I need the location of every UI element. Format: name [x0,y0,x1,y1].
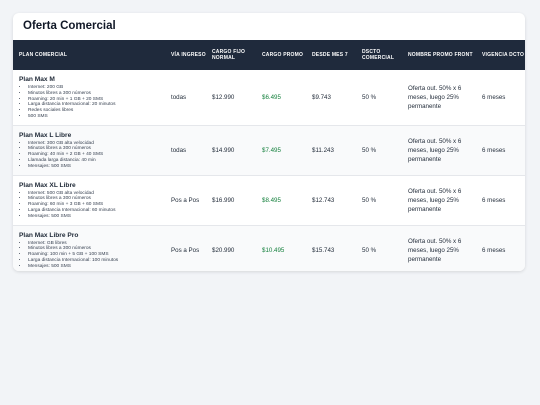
plan-cell: Plan Max Libre Pro Internet: GB libres M… [13,225,165,271]
via-cell: todas [171,93,187,101]
feature-list: Internet: GB libres Minutos libres a 300… [19,241,165,270]
feature-item: Larga distancia Internacional: 100 minut… [28,258,165,264]
feature-item: Internet: 200 GB [28,85,165,91]
feature-item: Minutos libres a 300 números [28,196,165,202]
page-title: Oferta Comercial [23,20,116,32]
dscto-cell: 50 % [362,146,377,154]
feature-item: Mensajes: 500 SMS [28,164,165,170]
promo-front-cell: Oferta out. 50% x 6 meses, luego 25% per… [408,237,462,263]
feature-item: Roaming: 100 min + 5 GB + 100 SMS [28,252,165,258]
plan-cell: Plan Max M Internet: 200 GB Minutos libr… [13,70,165,125]
offer-table: PLAN COMERCIAL VÍA INGRESO CARGO FIJO NO… [13,40,525,271]
plan-cell: Plan Max XL Libre Internet: 500 GB alta … [13,175,165,225]
feature-item: Minutos libres a 300 números [28,91,165,97]
feature-item: Roaming: 40 min + 2 GB + 40 SMS [28,152,165,158]
feature-item: Minutos libres a 300 números [28,146,165,152]
feature-item: Internet: 300 GB alta velocidad [28,141,165,147]
feature-item: Internet: GB libres [28,241,165,247]
table-header-row: PLAN COMERCIAL VÍA INGRESO CARGO FIJO NO… [13,40,525,70]
feature-item: 500 SMS [28,114,165,120]
header-promo-front: NOMBRE PROMO FRONT [408,51,473,58]
plan-name: Plan Max Libre Pro [19,231,79,239]
feature-item: Larga distancia Internacional: 60 minuto… [28,208,165,214]
vigencia-cell: 6 meses [482,196,506,204]
header-dscto: DSCTO COMERCIAL [362,48,395,62]
dscto-cell: 50 % [362,93,377,101]
desde-mes7-cell: $15.743 [312,246,335,254]
feature-item: Mensajes: 500 SMS [28,264,165,270]
plan-cell: Plan Max L Libre Internet: 300 GB alta v… [13,125,165,175]
cargo-normal-cell: $20.990 [212,246,235,254]
dscto-cell: 50 % [362,246,377,254]
feature-item: Internet: 500 GB alta velocidad [28,191,165,197]
header-cargo-normal: CARGO FIJO NORMAL [212,48,246,62]
feature-list: Internet: 300 GB alta velocidad Minutos … [19,141,165,170]
offer-card: Oferta Comercial PLAN COMERCIAL VÍA INGR… [13,13,525,271]
vigencia-cell: 6 meses [482,246,506,254]
cargo-normal-cell: $16.990 [212,196,235,204]
cargo-promo-cell: $8.495 [262,196,281,204]
table-row: Plan Max XL Libre Internet: 500 GB alta … [13,175,525,225]
header-vigencia: VIGENCIA DCTO [482,51,525,58]
via-cell: Pos a Pos [171,246,200,254]
header-cargo-promo: CARGO PROMO [262,51,304,58]
feature-item: Roaming: 20 min + 1 GB + 20 SMS [28,97,165,103]
plan-name: Plan Max L Libre [19,131,72,139]
table-row: Plan Max M Internet: 200 GB Minutos libr… [13,70,525,125]
cargo-promo-cell: $10.495 [262,246,285,254]
feature-item: Larga distancia Internacional: 20 minuto… [28,102,165,108]
plan-name: Plan Max M [19,76,55,83]
header-desde-mes7: DESDE MES 7 [312,51,348,58]
table-row: Plan Max Libre Pro Internet: GB libres M… [13,225,525,271]
plan-name: Plan Max XL Libre [19,181,76,189]
promo-front-cell: Oferta out. 50% x 6 meses, luego 25% per… [408,84,462,110]
feature-item: Minutos libres a 300 números [28,246,165,252]
vigencia-cell: 6 meses [482,93,506,101]
cargo-normal-cell: $12.990 [212,93,235,101]
promo-front-cell: Oferta out. 50% x 6 meses, luego 25% per… [408,137,462,163]
feature-item: Roaming: 60 min + 3 GB + 60 SMS [28,202,165,208]
cargo-promo-cell: $7.495 [262,146,281,154]
table-row: Plan Max L Libre Internet: 300 GB alta v… [13,125,525,175]
feature-item: Mensajes: 500 SMS [28,214,165,220]
via-cell: Pos a Pos [171,196,200,204]
feature-list: Internet: 500 GB alta velocidad Minutos … [19,191,165,220]
feature-item: Llamada larga distancia: 40 min [28,158,165,164]
feature-list: Internet: 200 GB Minutos libres a 300 nú… [19,85,165,120]
feature-item: Redes sociales libres [28,108,165,114]
header-plan: PLAN COMERCIAL [19,51,68,58]
cargo-promo-cell: $6.495 [262,93,281,101]
cargo-normal-cell: $14.990 [212,146,235,154]
promo-front-cell: Oferta out. 50% x 6 meses, luego 25% per… [408,187,462,213]
via-cell: todas [171,146,187,154]
desde-mes7-cell: $11.243 [312,146,334,154]
header-via: VÍA INGRESO [171,51,206,58]
desde-mes7-cell: $12.743 [312,196,335,204]
desde-mes7-cell: $9.743 [312,93,331,101]
dscto-cell: 50 % [362,196,377,204]
vigencia-cell: 6 meses [482,146,506,154]
